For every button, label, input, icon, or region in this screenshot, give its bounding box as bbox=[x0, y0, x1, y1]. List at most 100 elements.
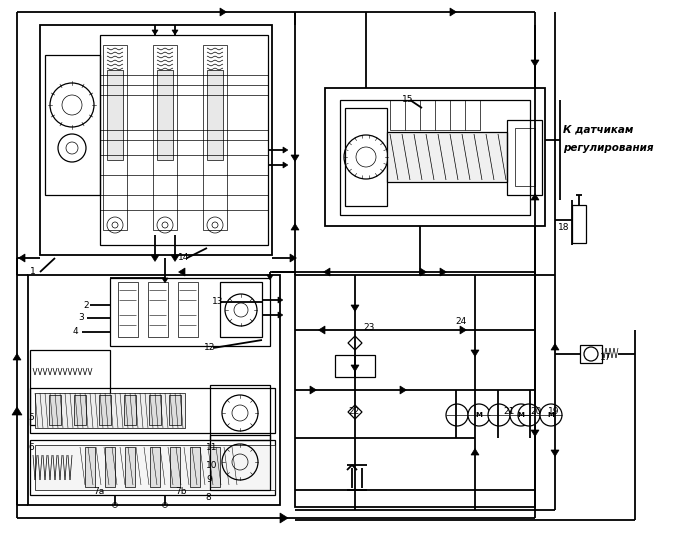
Bar bbox=[210, 435, 270, 490]
Bar bbox=[118, 282, 138, 337]
Polygon shape bbox=[290, 254, 296, 262]
Bar bbox=[210, 447, 220, 487]
Bar bbox=[49, 395, 61, 425]
Text: К датчикам: К датчикам bbox=[563, 125, 633, 135]
Polygon shape bbox=[531, 60, 539, 67]
Bar bbox=[203, 45, 227, 230]
Bar bbox=[335, 355, 375, 377]
Text: регулирования: регулирования bbox=[563, 143, 653, 153]
Polygon shape bbox=[348, 336, 362, 350]
Circle shape bbox=[446, 404, 468, 426]
Polygon shape bbox=[460, 326, 466, 334]
Bar bbox=[30, 440, 275, 495]
Text: 4: 4 bbox=[73, 327, 79, 337]
Polygon shape bbox=[471, 449, 479, 455]
Bar bbox=[45, 55, 100, 195]
Bar bbox=[124, 395, 136, 425]
Bar bbox=[572, 205, 586, 243]
Bar bbox=[99, 395, 111, 425]
Polygon shape bbox=[13, 353, 21, 360]
Bar bbox=[74, 395, 86, 425]
Polygon shape bbox=[278, 312, 283, 318]
Bar bbox=[103, 45, 127, 230]
Text: M: M bbox=[476, 412, 483, 418]
Text: 7b: 7b bbox=[175, 487, 186, 496]
Text: 10: 10 bbox=[206, 461, 217, 469]
Polygon shape bbox=[420, 268, 427, 276]
Bar bbox=[169, 395, 181, 425]
Bar bbox=[85, 447, 95, 487]
Text: 5: 5 bbox=[28, 414, 34, 423]
Polygon shape bbox=[551, 450, 559, 456]
Bar bbox=[220, 282, 262, 337]
Polygon shape bbox=[162, 278, 168, 283]
Bar bbox=[149, 395, 161, 425]
Text: 3: 3 bbox=[78, 313, 83, 322]
Text: M: M bbox=[518, 412, 524, 418]
Circle shape bbox=[510, 404, 532, 426]
Bar bbox=[387, 132, 507, 182]
Polygon shape bbox=[318, 326, 325, 334]
Circle shape bbox=[488, 404, 510, 426]
Polygon shape bbox=[551, 344, 559, 350]
Polygon shape bbox=[267, 275, 273, 280]
Polygon shape bbox=[440, 268, 446, 276]
Polygon shape bbox=[152, 30, 158, 35]
Text: 18: 18 bbox=[558, 223, 569, 233]
Text: 20: 20 bbox=[530, 408, 541, 416]
Bar bbox=[190, 447, 200, 487]
Polygon shape bbox=[178, 268, 185, 276]
Bar bbox=[30, 350, 110, 425]
Bar bbox=[507, 120, 542, 195]
Polygon shape bbox=[531, 430, 539, 436]
Bar bbox=[35, 445, 275, 490]
Bar bbox=[515, 128, 535, 186]
Bar bbox=[35, 393, 185, 428]
Bar bbox=[150, 447, 160, 487]
Bar bbox=[390, 100, 480, 130]
Bar bbox=[178, 282, 198, 337]
Text: 7a: 7a bbox=[93, 487, 104, 496]
Bar bbox=[345, 108, 387, 206]
Polygon shape bbox=[348, 405, 362, 419]
Bar bbox=[105, 447, 115, 487]
Polygon shape bbox=[278, 297, 283, 303]
Polygon shape bbox=[471, 350, 479, 357]
Text: 13: 13 bbox=[212, 298, 223, 306]
Polygon shape bbox=[324, 268, 330, 276]
Circle shape bbox=[518, 404, 540, 426]
Bar bbox=[30, 388, 275, 433]
Text: 9: 9 bbox=[206, 475, 212, 485]
Text: 6: 6 bbox=[28, 443, 34, 453]
Circle shape bbox=[468, 404, 490, 426]
Bar bbox=[157, 70, 173, 160]
Polygon shape bbox=[220, 8, 226, 16]
Polygon shape bbox=[280, 513, 288, 523]
Bar bbox=[125, 447, 135, 487]
Text: 14: 14 bbox=[178, 254, 189, 262]
Polygon shape bbox=[291, 155, 299, 162]
Text: 8: 8 bbox=[205, 493, 211, 501]
Text: 17: 17 bbox=[600, 353, 612, 363]
Text: 1: 1 bbox=[30, 268, 36, 276]
Polygon shape bbox=[172, 30, 178, 35]
Text: 22: 22 bbox=[348, 408, 359, 416]
Bar bbox=[148, 282, 168, 337]
Bar bbox=[100, 35, 268, 245]
Polygon shape bbox=[291, 224, 299, 230]
Polygon shape bbox=[351, 365, 359, 371]
Polygon shape bbox=[531, 193, 539, 200]
Bar bbox=[170, 447, 180, 487]
Bar bbox=[110, 278, 270, 346]
Polygon shape bbox=[151, 255, 159, 261]
Bar bbox=[28, 275, 280, 505]
Bar bbox=[295, 275, 535, 507]
Text: 19: 19 bbox=[548, 408, 559, 416]
Text: 23: 23 bbox=[363, 324, 374, 332]
Polygon shape bbox=[19, 254, 25, 262]
Text: 11: 11 bbox=[206, 443, 217, 453]
Text: M: M bbox=[548, 412, 555, 418]
Text: 21: 21 bbox=[503, 408, 514, 416]
Polygon shape bbox=[12, 407, 22, 415]
Circle shape bbox=[540, 404, 562, 426]
